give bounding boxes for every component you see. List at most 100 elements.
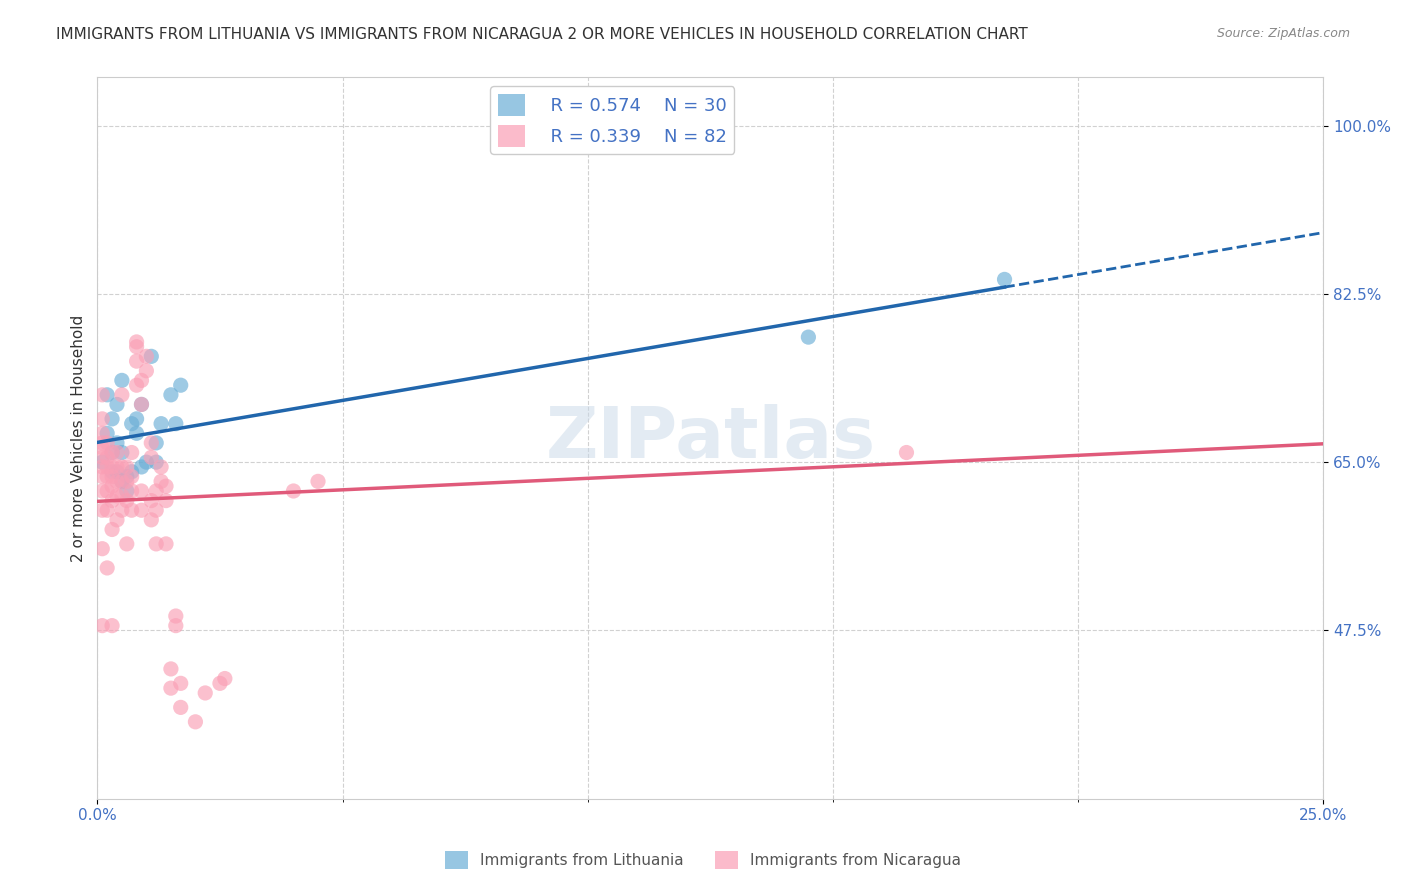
Point [896, 445, 918, 459]
Point [115, 537, 138, 551]
Point [101, 412, 124, 426]
Point [105, 459, 128, 474]
Point [160, 662, 183, 676]
Point [145, 537, 167, 551]
Point [145, 483, 167, 498]
Point [91, 426, 114, 441]
Point [141, 493, 163, 508]
Point [141, 349, 163, 363]
Point [131, 459, 153, 474]
Point [96, 459, 118, 474]
Legend:   R = 0.574    N = 30,   R = 0.339    N = 82: R = 0.574 N = 30, R = 0.339 N = 82 [491, 87, 734, 154]
Point [101, 479, 124, 493]
Point [91, 388, 114, 402]
Point [125, 340, 148, 354]
Point [115, 475, 138, 489]
Point [135, 349, 157, 363]
Point [105, 445, 128, 459]
Point [115, 483, 138, 498]
Point [165, 417, 187, 431]
Point [131, 373, 153, 387]
Point [91, 455, 114, 469]
Point [96, 483, 118, 498]
Point [131, 483, 153, 498]
Point [214, 672, 236, 686]
Point [96, 436, 118, 450]
Point [91, 450, 114, 465]
Point [91, 618, 114, 632]
Point [150, 475, 173, 489]
Point [141, 513, 163, 527]
Point [115, 493, 138, 508]
Point [150, 417, 173, 431]
Point [91, 541, 114, 556]
Point [96, 450, 118, 465]
Point [121, 417, 143, 431]
Point [105, 465, 128, 479]
Point [184, 714, 207, 729]
Point [125, 354, 148, 368]
Point [91, 469, 114, 483]
Point [121, 503, 143, 517]
Point [121, 483, 143, 498]
Point [125, 426, 148, 441]
Point [121, 465, 143, 479]
Point [111, 475, 134, 489]
Y-axis label: 2 or more Vehicles in Household: 2 or more Vehicles in Household [72, 315, 86, 562]
Point [155, 537, 177, 551]
Text: Source: ZipAtlas.com: Source: ZipAtlas.com [1216, 27, 1350, 40]
Point [165, 609, 187, 624]
Point [96, 561, 118, 575]
Point [194, 686, 217, 700]
Point [155, 493, 177, 508]
Point [121, 445, 143, 459]
Point [111, 445, 134, 459]
Point [111, 388, 134, 402]
Point [105, 489, 128, 503]
Point [91, 459, 114, 474]
Point [208, 676, 231, 690]
Point [101, 445, 124, 459]
Point [91, 412, 114, 426]
Point [145, 503, 167, 517]
Point [111, 373, 134, 387]
Point [131, 397, 153, 411]
Point [111, 503, 134, 517]
Point [115, 469, 138, 483]
Point [125, 378, 148, 392]
Point [111, 475, 134, 489]
Point [145, 455, 167, 469]
Point [101, 469, 124, 483]
Text: IMMIGRANTS FROM LITHUANIA VS IMMIGRANTS FROM NICARAGUA 2 OR MORE VEHICLES IN HOU: IMMIGRANTS FROM LITHUANIA VS IMMIGRANTS … [56, 27, 1028, 42]
Legend: Immigrants from Lithuania, Immigrants from Nicaragua: Immigrants from Lithuania, Immigrants fr… [439, 845, 967, 875]
Point [105, 513, 128, 527]
Point [141, 436, 163, 450]
Point [125, 334, 148, 349]
Point [125, 412, 148, 426]
Point [91, 483, 114, 498]
Point [105, 397, 128, 411]
Point [155, 479, 177, 493]
Point [91, 441, 114, 455]
Point [121, 469, 143, 483]
Point [307, 475, 329, 489]
Point [131, 503, 153, 517]
Point [101, 465, 124, 479]
Point [141, 450, 163, 465]
Point [150, 459, 173, 474]
Point [131, 397, 153, 411]
Point [283, 483, 305, 498]
Point [105, 436, 128, 450]
Point [101, 445, 124, 459]
Point [993, 272, 1015, 286]
Point [797, 330, 820, 344]
Point [91, 436, 114, 450]
Point [170, 378, 193, 392]
Point [111, 489, 134, 503]
Point [101, 618, 124, 632]
Point [135, 364, 157, 378]
Point [170, 700, 193, 714]
Point [135, 455, 157, 469]
Text: ZIPatlas: ZIPatlas [546, 403, 876, 473]
Point [96, 469, 118, 483]
